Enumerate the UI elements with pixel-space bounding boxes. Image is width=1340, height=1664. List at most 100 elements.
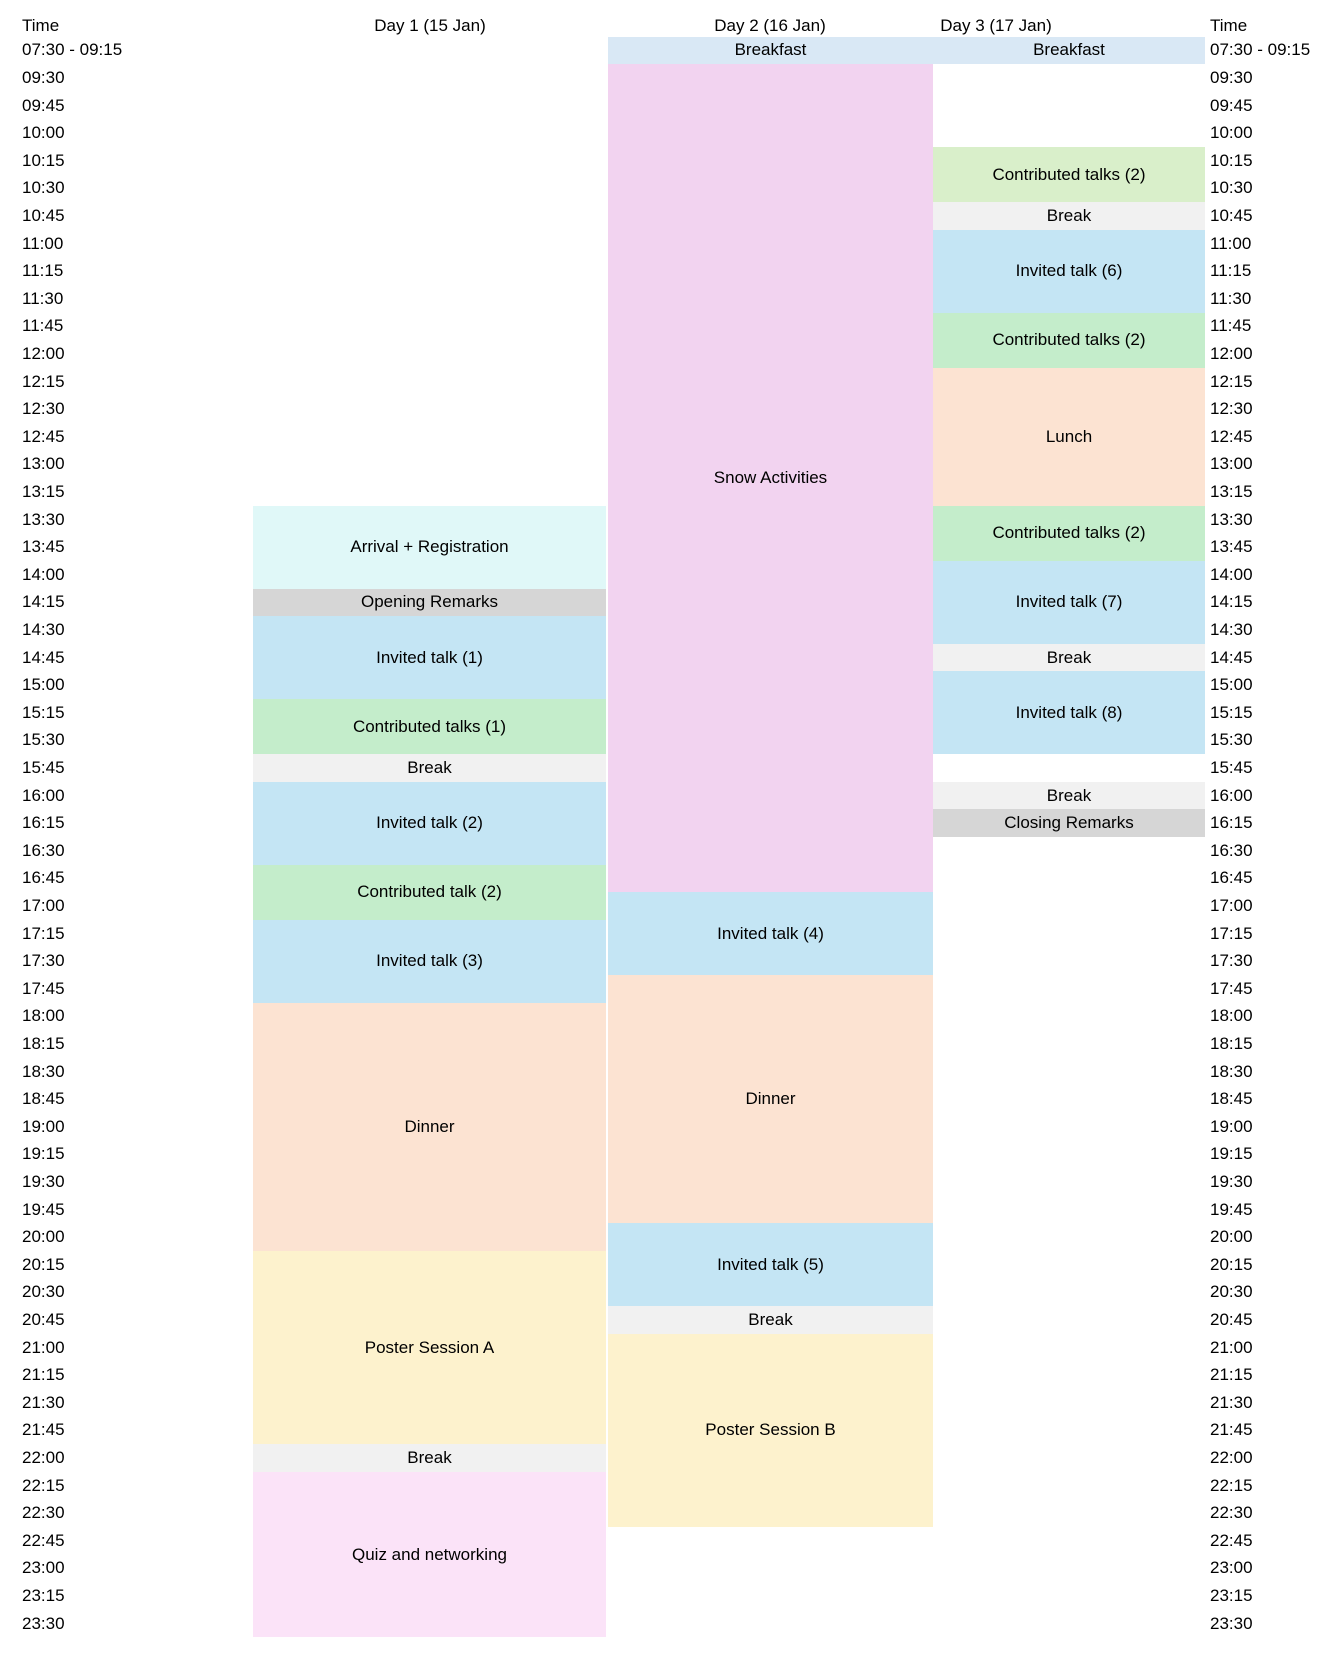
time-label-left-32: 17:15 [22, 923, 65, 943]
event-block-day3-closing-remarks: Closing Remarks [933, 809, 1205, 837]
time-label-right-11: 12:00 [1210, 343, 1253, 363]
time-column-header-right: Time [1210, 16, 1248, 35]
time-label-left-35: 18:00 [22, 1006, 65, 1026]
event-block-day1-poster-session-a: Poster Session A [253, 1251, 606, 1445]
time-label-right-27: 16:00 [1210, 785, 1253, 805]
time-label-right-54: 22:45 [1210, 1530, 1253, 1550]
time-label-right-16: 13:15 [1210, 481, 1253, 501]
event-block-day3-invited-talk-6: Invited talk (6) [933, 229, 1205, 313]
time-label-left-15: 13:00 [22, 454, 65, 474]
time-label-left-56: 23:15 [22, 1585, 65, 1605]
event-block-day2-poster-session-b: Poster Session B [608, 1333, 933, 1527]
time-label-left-5: 10:30 [22, 178, 65, 198]
time-label-left-21: 14:30 [22, 619, 65, 639]
time-label-left-49: 21:30 [22, 1392, 65, 1412]
time-label-left-8: 11:15 [22, 261, 64, 281]
time-label-left-24: 15:15 [22, 702, 65, 722]
time-label-right-23: 15:00 [1210, 675, 1253, 695]
time-label-right-18: 13:45 [1210, 537, 1253, 557]
time-label-left-2: 09:45 [22, 95, 65, 115]
time-label-right-57: 23:30 [1210, 1613, 1253, 1633]
time-label-right-33: 17:30 [1210, 951, 1253, 971]
time-label-right-25: 15:30 [1210, 730, 1253, 750]
time-label-left-52: 22:15 [22, 1475, 65, 1495]
time-label-left-23: 15:00 [22, 675, 65, 695]
event-block-day1-contributed-talk-2: Contributed talk (2) [253, 864, 606, 920]
event-block-day2-invited-talk-5: Invited talk (5) [608, 1223, 933, 1307]
time-label-right-30: 16:45 [1210, 868, 1253, 888]
time-label-left-48: 21:15 [22, 1365, 65, 1385]
time-label-left-43: 20:00 [22, 1227, 65, 1247]
time-label-right-36: 18:15 [1210, 1033, 1253, 1053]
event-block-day1-invited-talk-1: Invited talk (1) [253, 616, 606, 699]
time-label-right-40: 19:15 [1210, 1144, 1253, 1164]
time-label-right-24: 15:15 [1210, 702, 1253, 722]
time-label-right-3: 10:00 [1210, 123, 1253, 143]
time-label-right-12: 12:15 [1210, 371, 1253, 391]
event-block-day2-dinner: Dinner [608, 975, 933, 1224]
time-label-left-42: 19:45 [22, 1199, 65, 1219]
time-label-left-16: 13:15 [22, 481, 65, 501]
time-label-left-26: 15:45 [22, 757, 65, 777]
time-label-left-57: 23:30 [22, 1613, 65, 1633]
time-label-left-38: 18:45 [22, 1089, 65, 1109]
time-label-right-2: 09:45 [1210, 95, 1253, 115]
day-header-day2: Day 2 (16 Jan) [714, 16, 826, 35]
time-label-right-53: 22:30 [1210, 1503, 1253, 1523]
event-block-day3-contributed-talks-2: Contributed talks (2) [933, 312, 1205, 368]
time-label-left-54: 22:45 [22, 1530, 65, 1550]
time-label-left-28: 16:15 [22, 813, 65, 833]
time-label-right-28: 16:15 [1210, 813, 1253, 833]
time-label-left-31: 17:00 [22, 895, 65, 915]
time-label-left-11: 12:00 [22, 343, 65, 363]
time-label-right-52: 22:15 [1210, 1475, 1253, 1495]
time-label-right-42: 19:45 [1210, 1199, 1253, 1219]
time-label-left-6: 10:45 [22, 205, 65, 225]
time-label-left-18: 13:45 [22, 537, 65, 557]
time-label-right-34: 17:45 [1210, 978, 1253, 998]
time-label-right-7: 11:00 [1210, 233, 1252, 253]
time-label-left-9: 11:30 [22, 288, 64, 308]
time-label-left-4: 10:15 [22, 150, 65, 170]
time-label-left-12: 12:15 [22, 371, 65, 391]
event-block-day3-break: Break [933, 781, 1205, 810]
event-block-day1-invited-talk-2: Invited talk (2) [253, 781, 606, 865]
time-label-right-13: 12:30 [1210, 399, 1253, 419]
time-label-right-17: 13:30 [1210, 509, 1253, 529]
time-label-right-9: 11:30 [1210, 288, 1252, 308]
time-label-right-45: 20:30 [1210, 1282, 1253, 1302]
event-block-day3-invited-talk-8: Invited talk (8) [933, 671, 1205, 755]
event-block-day1-opening-remarks: Opening Remarks [253, 588, 606, 617]
time-label-left-13: 12:30 [22, 399, 65, 419]
event-block-day2-break: Break [608, 1306, 933, 1334]
time-label-left-50: 21:45 [22, 1420, 65, 1440]
event-block-day2-invited-talk-4: Invited talk (4) [608, 892, 933, 975]
time-label-right-37: 18:30 [1210, 1061, 1253, 1081]
time-label-right-21: 14:30 [1210, 619, 1253, 639]
time-label-left-40: 19:15 [22, 1144, 65, 1164]
event-block-day3-breakfast: Breakfast [933, 36, 1205, 65]
time-label-left-1: 09:30 [22, 67, 65, 87]
event-block-day3-contributed-talks-2: Contributed talks (2) [933, 147, 1205, 203]
time-label-right-29: 16:30 [1210, 840, 1253, 860]
time-label-right-15: 13:00 [1210, 454, 1253, 474]
time-label-left-34: 17:45 [22, 978, 65, 998]
time-label-left-53: 22:30 [22, 1503, 65, 1523]
time-label-left-17: 13:30 [22, 509, 65, 529]
event-block-day2-snow-activities: Snow Activities [608, 64, 933, 893]
event-block-day1-dinner: Dinner [253, 1002, 606, 1251]
time-label-left-20: 14:15 [22, 592, 65, 612]
event-block-day3-lunch: Lunch [933, 367, 1205, 506]
event-block-day1-arrival-registration: Arrival + Registration [253, 505, 606, 589]
time-label-right-46: 20:45 [1210, 1309, 1253, 1329]
time-label-left-47: 21:00 [22, 1337, 65, 1357]
time-label-right-10: 11:45 [1210, 316, 1252, 336]
time-label-left-33: 17:30 [22, 951, 65, 971]
time-label-right-20: 14:15 [1210, 592, 1253, 612]
time-label-left-0: 07:30 - 09:15 [22, 40, 123, 60]
time-label-right-4: 10:15 [1210, 150, 1253, 170]
time-label-right-39: 19:00 [1210, 1116, 1253, 1136]
time-column-header-left: Time [22, 16, 60, 35]
event-block-day1-invited-talk-3: Invited talk (3) [253, 919, 606, 1003]
